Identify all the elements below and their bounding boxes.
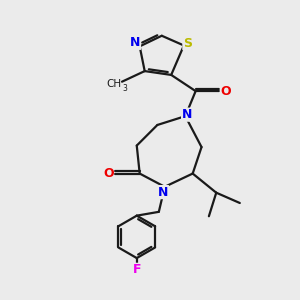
Text: O: O bbox=[103, 167, 113, 180]
Text: N: N bbox=[130, 36, 140, 49]
Text: CH: CH bbox=[106, 79, 121, 89]
Text: S: S bbox=[183, 37, 192, 50]
Text: 3: 3 bbox=[122, 84, 128, 93]
Text: N: N bbox=[182, 108, 192, 121]
Text: F: F bbox=[133, 263, 141, 276]
Text: O: O bbox=[220, 85, 231, 98]
Text: N: N bbox=[158, 186, 168, 199]
